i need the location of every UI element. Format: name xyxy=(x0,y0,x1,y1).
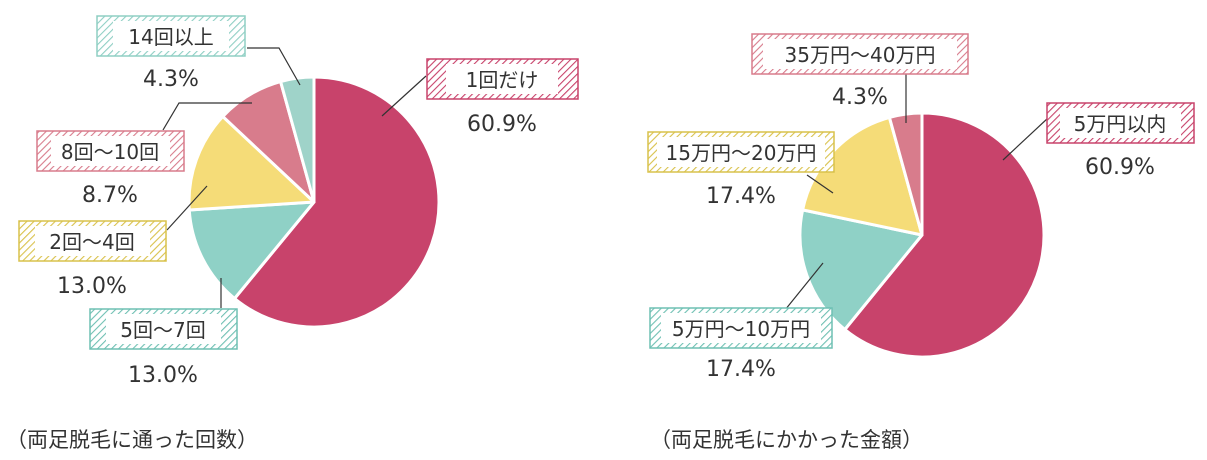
pie-slice-cost-1 xyxy=(798,208,924,331)
pie-chart-cost: 5万円以内 60.9% 5万円～10万円 17.4% 15万円～20万円 17.… xyxy=(647,33,1195,452)
pie-label-1-0: 1回だけ 60.9% xyxy=(426,58,579,137)
slice-value: 8.7% xyxy=(82,183,138,208)
slice-label: 1回だけ xyxy=(466,68,539,92)
slice-label: 5万円以内 xyxy=(1074,112,1167,136)
pie-slice-visits-0 xyxy=(233,75,441,329)
pie-label-1-1: 5回～7回 13.0% xyxy=(89,308,238,388)
slice-value: 13.0% xyxy=(57,274,127,299)
leader-line-1-3 xyxy=(162,102,252,131)
leader-line-1-4 xyxy=(247,47,301,86)
slice-label: 8回～10回 xyxy=(61,140,159,164)
pie-cost-slices xyxy=(798,111,1046,359)
pie-label-2-1: 5万円～10万円 17.4% xyxy=(649,307,833,382)
pie-chart-visits: 1回だけ 60.9% 5回～7回 13.0% 2回～4回 13.0% 8回～10… xyxy=(6,15,579,452)
chart-caption: （両足脱毛にかかった金額） xyxy=(650,428,923,452)
pie-label-2-3: 35万円～40万円 4.3% xyxy=(751,33,969,110)
leader-line-1-0 xyxy=(381,75,427,117)
label-box-inner xyxy=(1060,108,1181,138)
pie-label-1-4: 14回以上 4.3% xyxy=(96,15,246,92)
slice-value: 4.3% xyxy=(143,67,199,92)
leader-line-2-1 xyxy=(784,262,824,311)
slice-value: 60.9% xyxy=(1085,155,1155,180)
label-box-inner xyxy=(446,64,558,94)
label-box-inner xyxy=(661,313,821,343)
slice-value: 4.3% xyxy=(832,85,888,110)
slice-label: 35万円～40万円 xyxy=(785,43,936,67)
slice-value: 13.0% xyxy=(128,363,198,388)
pie-slice-visits-4 xyxy=(279,75,316,204)
leader-line-1-2 xyxy=(166,185,208,231)
slice-label: 2回～4回 xyxy=(49,230,134,254)
slice-label: 5万円～10万円 xyxy=(672,317,810,341)
slice-label: 15万円～20万円 xyxy=(666,141,817,165)
slice-label: 14回以上 xyxy=(128,25,213,49)
label-box-inner xyxy=(657,137,825,167)
label-box-inner xyxy=(113,21,229,51)
pie-label-2-0: 5万円以内 60.9% xyxy=(1046,102,1195,180)
slice-label: 5回～7回 xyxy=(120,318,205,342)
slice-value: 17.4% xyxy=(706,357,776,382)
label-box-inner xyxy=(763,39,957,69)
pie-slice-visits-1 xyxy=(187,200,316,301)
slice-value: 60.9% xyxy=(467,112,537,137)
chart-caption: （両足脱毛に通った回数） xyxy=(6,428,258,452)
pie-visits-slices xyxy=(187,75,441,329)
pie-label-1-3: 8回～10回 8.7% xyxy=(36,130,185,208)
label-box-inner xyxy=(51,136,170,166)
label-box-inner xyxy=(35,226,150,256)
leader-line-2-2 xyxy=(806,174,834,194)
leader-line-2-0 xyxy=(1002,117,1049,161)
pie-label-1-2: 2回～4回 13.0% xyxy=(18,220,167,299)
pie-slice-cost-0 xyxy=(843,111,1046,359)
pie-label-2-2: 15万円～20万円 17.4% xyxy=(647,131,835,209)
label-box-inner xyxy=(106,314,221,344)
slice-value: 17.4% xyxy=(706,184,776,209)
